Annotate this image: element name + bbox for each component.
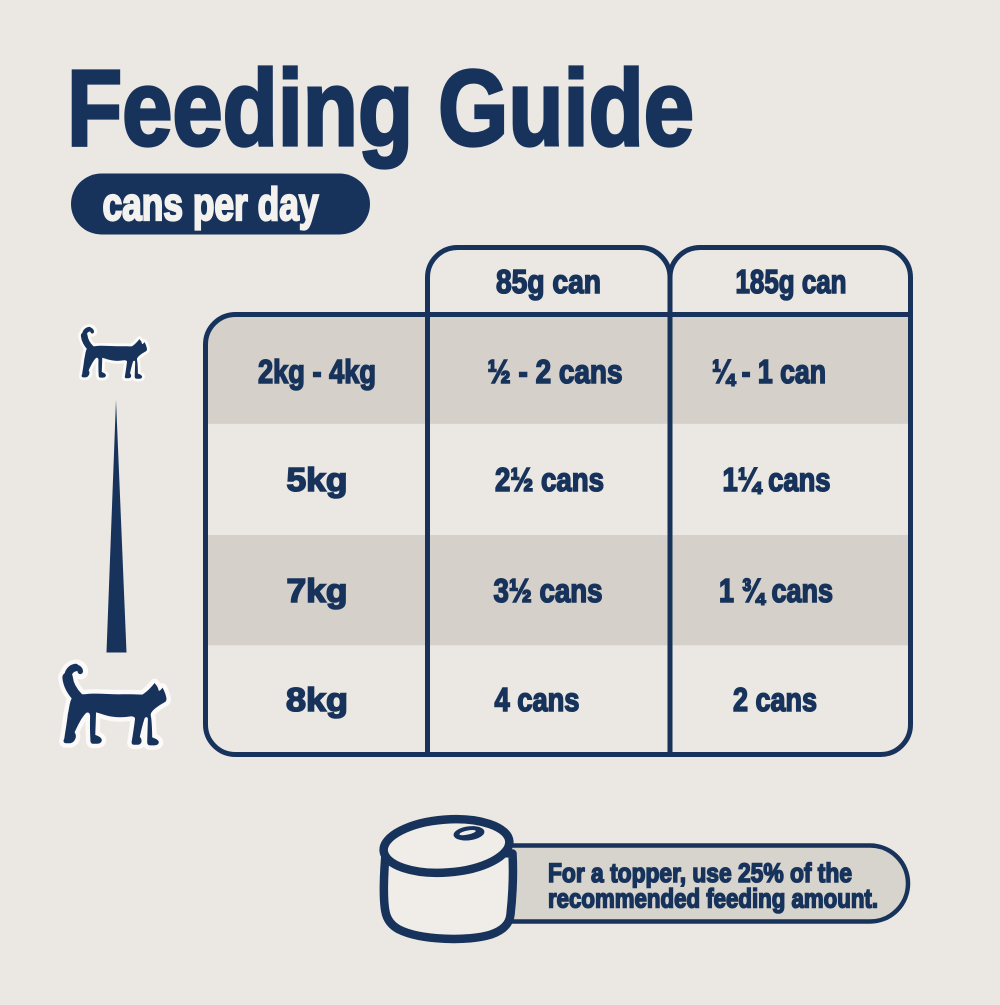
svg-text:recommended feeding amount.: recommended feeding amount. (548, 884, 878, 914)
svg-text:85g can: 85g can (496, 263, 601, 300)
svg-text:1¼ cans: 1¼ cans (723, 461, 831, 498)
svg-text:7kg: 7kg (287, 572, 348, 609)
svg-text:5kg: 5kg (287, 461, 348, 498)
svg-text:½ - 2 cans: ½ - 2 cans (488, 353, 623, 390)
svg-text:Feeding Guide: Feeding Guide (67, 47, 694, 168)
svg-text:4 cans: 4 cans (495, 681, 580, 718)
svg-text:For a topper, use 25% of the: For a topper, use 25% of the (548, 858, 852, 888)
svg-text:2 cans: 2 cans (733, 681, 817, 718)
svg-text:185g can: 185g can (736, 263, 847, 300)
svg-text:3½ cans: 3½ cans (494, 572, 603, 609)
svg-text:¼ - 1 can: ¼ - 1 can (712, 353, 826, 390)
svg-text:2kg - 4kg: 2kg - 4kg (258, 353, 376, 390)
svg-text:cans per day: cans per day (103, 178, 319, 230)
svg-text:2½ cans: 2½ cans (495, 461, 604, 498)
svg-text:1 ¾ cans: 1 ¾ cans (719, 572, 833, 609)
svg-text:8kg: 8kg (286, 681, 348, 718)
